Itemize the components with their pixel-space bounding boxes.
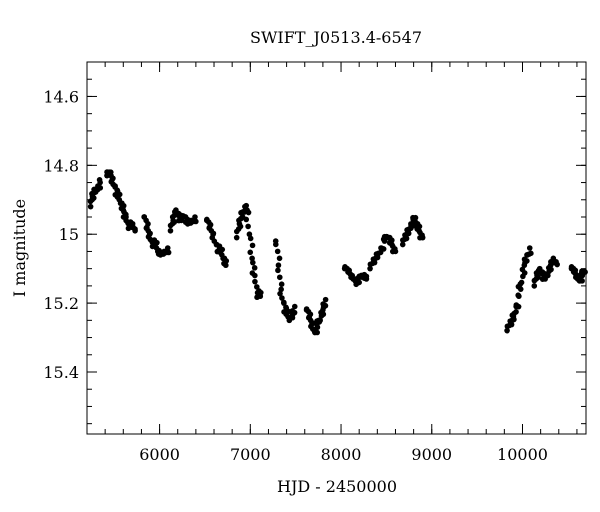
x-tick-label: 10000 <box>497 445 548 464</box>
data-point <box>272 241 279 248</box>
data-point <box>317 317 323 324</box>
data-point <box>521 256 528 263</box>
x-tick-labels: 6000 7000 8000 9000 10000 <box>139 445 548 464</box>
data-point <box>378 245 385 251</box>
major-ticks <box>87 62 586 434</box>
data-point <box>276 274 283 281</box>
y-tick-label: 15 <box>59 225 79 244</box>
data-point <box>276 255 283 262</box>
data-point <box>275 262 282 269</box>
data-point <box>97 179 103 186</box>
x-axis-label: HJD - 2450000 <box>277 477 397 496</box>
data-point <box>247 235 254 242</box>
data-point <box>275 267 281 274</box>
data-point <box>281 300 287 306</box>
data-point <box>87 203 94 210</box>
data-point <box>320 301 326 307</box>
x-tick-label: 9000 <box>411 445 452 464</box>
data-point <box>243 202 250 209</box>
data-point <box>164 245 171 251</box>
data-point <box>419 234 426 241</box>
data-points <box>87 169 588 336</box>
data-point <box>392 248 399 255</box>
data-point <box>504 327 510 334</box>
data-point <box>513 302 520 308</box>
data-point <box>322 296 329 303</box>
data-point <box>277 290 283 297</box>
data-point <box>247 249 254 256</box>
data-point <box>250 259 256 266</box>
data-point <box>528 250 534 257</box>
data-point <box>257 293 264 300</box>
data-point <box>245 209 252 216</box>
data-point <box>95 185 101 191</box>
data-point <box>399 241 406 248</box>
data-point <box>513 309 519 315</box>
data-point <box>278 286 284 293</box>
data-point <box>314 324 321 331</box>
y-tick-label: 14.6 <box>43 87 79 106</box>
data-point <box>291 303 298 310</box>
y-axis-label: I magnitude <box>10 199 29 297</box>
x-tick-label: 8000 <box>321 445 362 464</box>
chart-title: SWIFT_J0513.4-6547 <box>250 28 422 47</box>
data-point <box>279 295 285 301</box>
data-point <box>531 283 538 289</box>
data-point <box>165 249 172 256</box>
data-point <box>132 227 138 234</box>
data-point <box>245 223 251 230</box>
data-point <box>283 304 289 311</box>
data-point <box>363 276 370 282</box>
data-point <box>278 281 285 288</box>
data-point <box>112 183 118 189</box>
data-point <box>519 266 526 273</box>
data-point <box>582 269 588 275</box>
data-point <box>249 255 255 262</box>
y-tick-label: 15.2 <box>43 294 79 313</box>
data-point <box>518 279 525 286</box>
x-tick-label: 7000 <box>230 445 271 464</box>
data-point <box>516 293 522 300</box>
data-point <box>367 265 373 272</box>
data-point <box>356 279 362 286</box>
x-tick-label: 6000 <box>139 445 180 464</box>
data-point <box>192 214 198 220</box>
data-point <box>545 272 551 279</box>
plot-frame <box>86 61 587 435</box>
data-point <box>289 308 296 314</box>
data-point <box>252 272 258 279</box>
data-point <box>193 218 199 225</box>
data-point <box>252 278 258 285</box>
data-point <box>526 245 533 251</box>
data-point <box>223 262 229 269</box>
y-tick-label: 14.8 <box>43 156 79 175</box>
data-point <box>553 258 559 265</box>
data-point <box>243 216 250 223</box>
data-point <box>381 238 388 244</box>
data-point <box>274 248 281 255</box>
data-point <box>114 187 120 193</box>
data-point <box>233 234 240 241</box>
y-tick-labels: 14.6 14.8 15 15.2 15.4 <box>43 87 79 382</box>
data-point <box>246 231 253 238</box>
data-point <box>251 265 258 271</box>
data-point <box>312 329 318 336</box>
data-point <box>167 227 174 234</box>
y-tick-label: 15.4 <box>43 363 79 382</box>
data-point <box>577 278 583 284</box>
data-point <box>249 242 256 249</box>
minor-ticks <box>86 61 586 434</box>
data-point <box>408 222 414 229</box>
